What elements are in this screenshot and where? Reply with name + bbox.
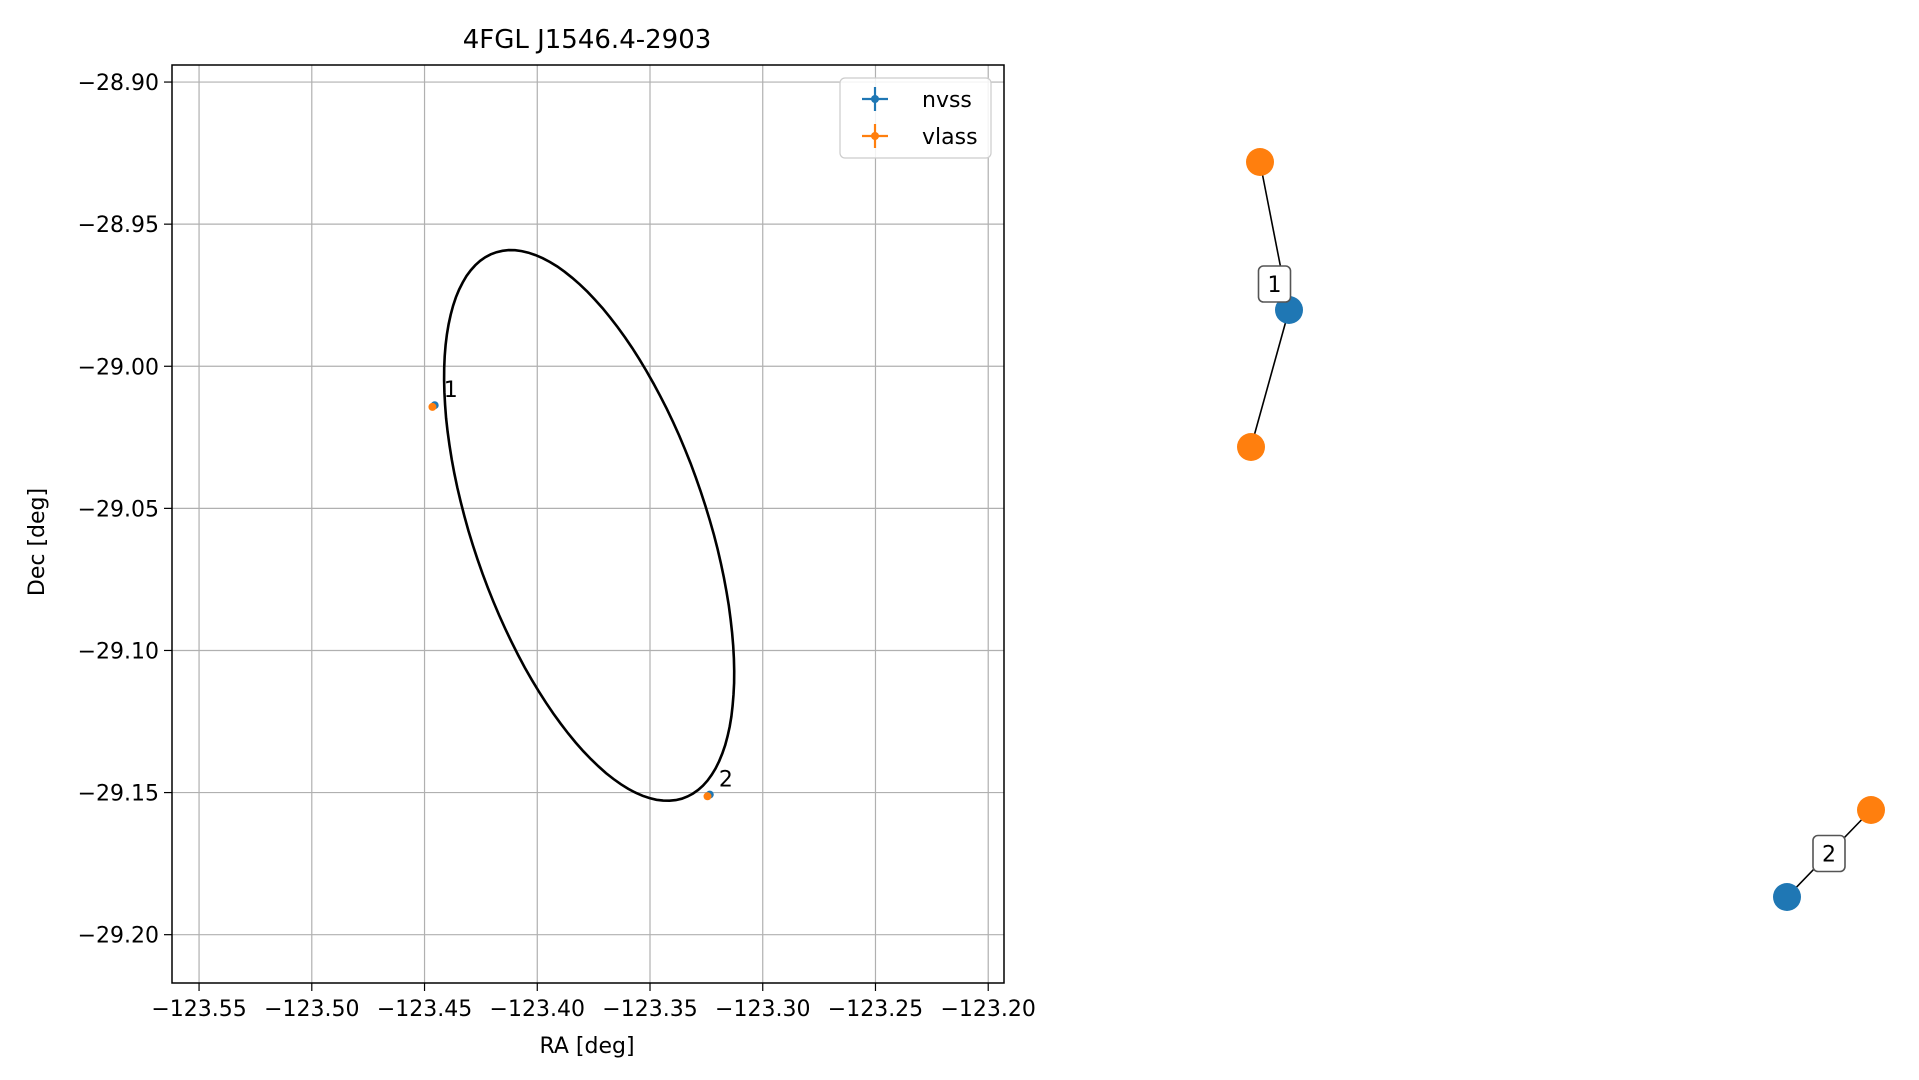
- chart-title: 4FGL J1546.4-2903: [463, 25, 712, 55]
- y-axis-ticks: −28.90 −28.95 −29.00 −29.05 −29.10 −29.15 −29.…: [78, 71, 172, 949]
- x-tick-label: −123.35: [602, 997, 697, 1022]
- network-label: 2: [1822, 843, 1836, 868]
- network-label-box: [1812, 834, 1846, 873]
- legend: nvss vlass: [839, 77, 992, 159]
- network-node-vlass: [1246, 148, 1274, 176]
- scatter-panel: 12 −123.55 −123.50 −123.45 −123.40 −123.35 −1…: [25, 25, 1036, 1059]
- confidence-ellipse: [442, 248, 736, 803]
- vlass-point: [428, 402, 437, 411]
- network-node-nvss: [1773, 883, 1801, 911]
- grid-lines: [172, 65, 1004, 983]
- network-node-vlass: [1237, 433, 1265, 461]
- x-tick-label: −123.30: [715, 997, 810, 1022]
- network-nodes: [1237, 148, 1885, 911]
- x-tick-label: −123.40: [490, 997, 585, 1022]
- x-tick-label: −123.50: [264, 997, 359, 1022]
- network-node-vlass: [1857, 796, 1885, 824]
- point-annotation: 2: [719, 768, 733, 793]
- x-tick-label: −123.20: [941, 997, 1036, 1022]
- y-axis-label: Dec [deg]: [25, 488, 50, 596]
- y-tick-label: −29.00: [78, 355, 159, 380]
- y-tick-label: −29.20: [78, 924, 159, 949]
- y-tick-label: −29.15: [78, 782, 159, 807]
- network-label: 1: [1268, 273, 1282, 298]
- y-tick-label: −29.05: [78, 497, 159, 522]
- ellipse-path: [442, 248, 736, 803]
- point-annotations: 12: [444, 378, 733, 792]
- y-tick-label: −28.95: [78, 213, 159, 238]
- network-labels: 12: [1257, 265, 1846, 873]
- network-panel: 12: [1237, 148, 1885, 911]
- legend-nvss-marker: [871, 95, 879, 103]
- network-label-box: [1257, 265, 1292, 303]
- point-annotation: 1: [444, 378, 458, 403]
- y-tick-label: −29.10: [78, 639, 159, 664]
- x-axis-ticks: −123.55 −123.50 −123.45 −123.40 −123.35 −123.…: [151, 983, 1036, 1022]
- network-edge: [1250, 309, 1290, 448]
- axes-frame: [171, 64, 1005, 984]
- source-points: [428, 401, 714, 801]
- y-tick-label: −28.90: [78, 71, 159, 96]
- vlass-point: [703, 792, 712, 801]
- x-tick-label: −123.45: [377, 997, 472, 1022]
- network-node-nvss: [1275, 296, 1303, 324]
- x-axis-label: RA [deg]: [539, 1034, 634, 1059]
- legend-nvss-label: nvss: [922, 88, 972, 113]
- x-tick-label: −123.55: [151, 997, 246, 1022]
- legend-vlass-label: vlass: [922, 125, 978, 150]
- x-tick-label: −123.25: [828, 997, 923, 1022]
- legend-vlass-marker: [871, 132, 879, 140]
